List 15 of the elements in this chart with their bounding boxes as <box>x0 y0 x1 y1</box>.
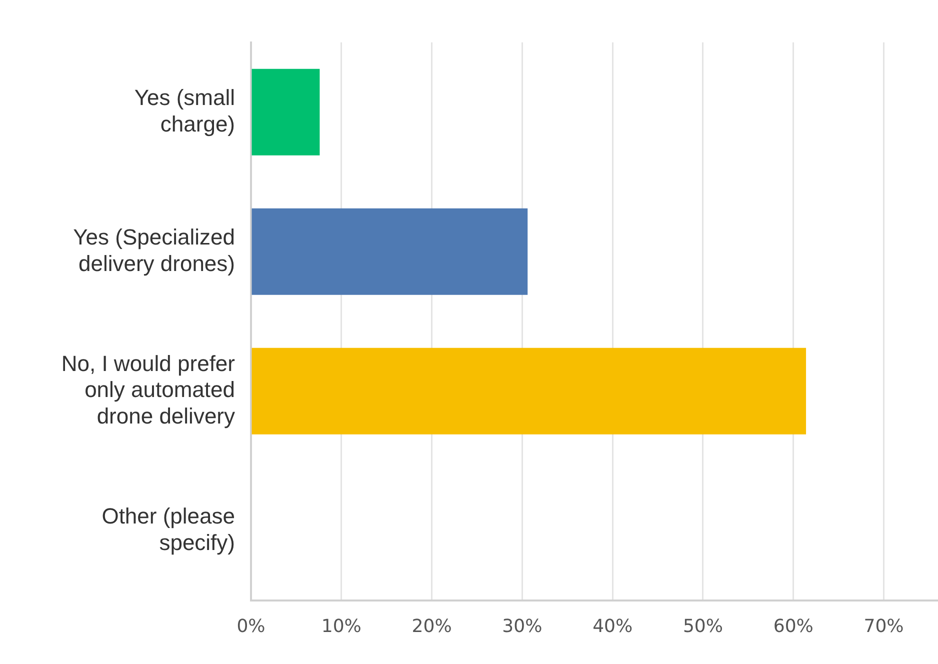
x-tick-label: 0% <box>236 616 266 637</box>
bar <box>252 68 320 156</box>
x-tick-label: 70% <box>864 616 904 637</box>
x-tick-label: 20% <box>412 616 452 637</box>
x-tick-label: 40% <box>592 616 633 637</box>
x-tick-label: 10% <box>321 616 362 637</box>
x-tick-label: 30% <box>502 616 542 637</box>
x-tick-label: 60% <box>773 616 814 637</box>
bar <box>252 348 806 434</box>
y-tick-label: Yes (small charge) <box>134 85 235 136</box>
y-tick-label: Yes (Specialized delivery drones) <box>73 224 235 276</box>
x-tick-label: 50% <box>682 616 723 637</box>
bar <box>252 208 528 295</box>
y-tick-label: No, I would prefer only automated drone delivery <box>61 350 235 429</box>
y-tick-label: Other (please specify) <box>102 504 235 555</box>
